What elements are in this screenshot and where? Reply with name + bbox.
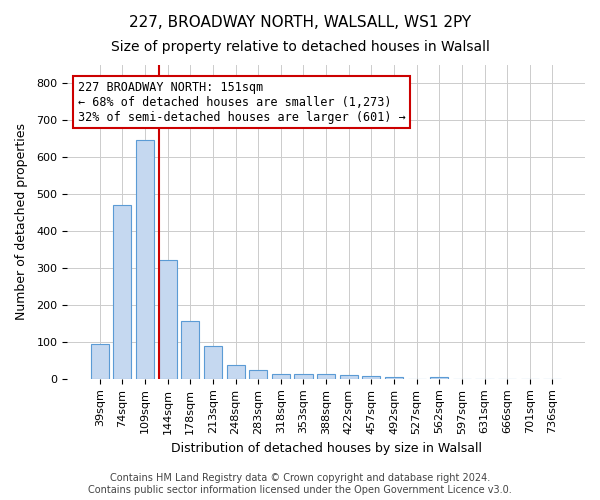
X-axis label: Distribution of detached houses by size in Walsall: Distribution of detached houses by size … [170, 442, 482, 455]
Y-axis label: Number of detached properties: Number of detached properties [15, 124, 28, 320]
Bar [385, 376, 403, 379]
Text: 227 BROADWAY NORTH: 151sqm
← 68% of detached houses are smaller (1,273)
32% of s: 227 BROADWAY NORTH: 151sqm ← 68% of deta… [77, 80, 405, 124]
Bar [204, 346, 222, 379]
Bar [317, 374, 335, 379]
Text: 227, BROADWAY NORTH, WALSALL, WS1 2PY: 227, BROADWAY NORTH, WALSALL, WS1 2PY [129, 15, 471, 30]
Text: Size of property relative to detached houses in Walsall: Size of property relative to detached ho… [110, 40, 490, 54]
Bar [113, 206, 131, 379]
Bar [340, 375, 358, 379]
Bar [181, 321, 199, 379]
Bar [91, 344, 109, 379]
Bar [158, 260, 177, 379]
Text: Contains HM Land Registry data © Crown copyright and database right 2024.
Contai: Contains HM Land Registry data © Crown c… [88, 474, 512, 495]
Bar [295, 374, 313, 379]
Bar [430, 376, 448, 379]
Bar [136, 140, 154, 379]
Bar [249, 370, 267, 379]
Bar [227, 365, 245, 379]
Bar [362, 376, 380, 379]
Bar [272, 374, 290, 379]
